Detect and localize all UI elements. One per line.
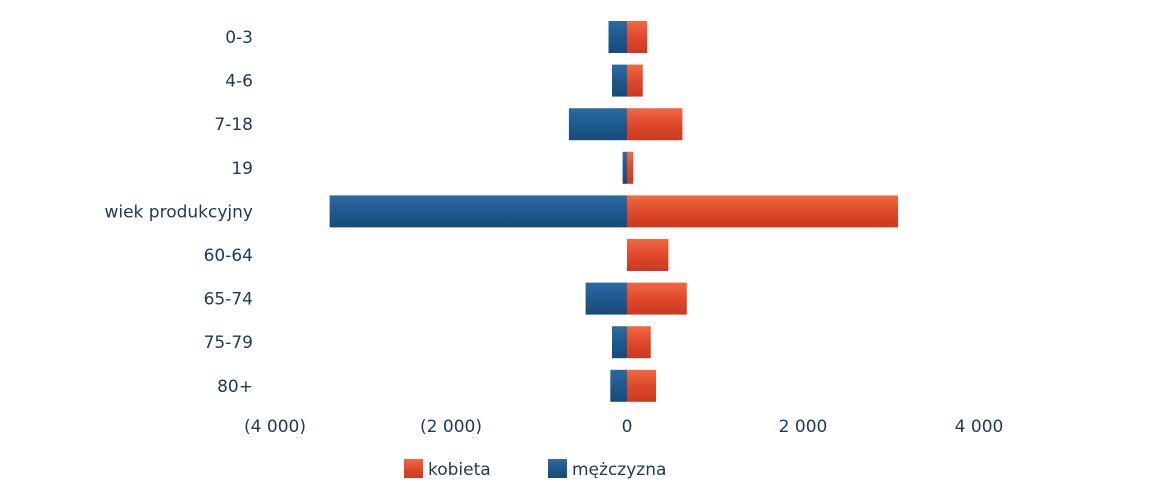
category-label: 65-74 bbox=[204, 290, 253, 310]
x-axis: (4 000) (2 000) 0 2 000 4 000 bbox=[244, 417, 1003, 437]
bar-mezczyzna-2 bbox=[568, 108, 627, 141]
category-label: 0-3 bbox=[225, 28, 253, 48]
bar-mezczyzna-4 bbox=[329, 195, 627, 228]
category-label: 75-79 bbox=[204, 333, 253, 353]
legend: kobieta mężczyzna bbox=[404, 459, 666, 480]
category-labels: 0-3 4-6 7-18 19 wiek produkcyjny 60-64 65-74 75… bbox=[104, 28, 253, 397]
bar-kobieta-6 bbox=[627, 282, 687, 315]
legend-label-mezczyzna: mężczyzna bbox=[572, 460, 666, 480]
x-tick-label: 4 000 bbox=[955, 417, 1004, 437]
bar-mezczyzna-1 bbox=[612, 64, 627, 97]
bar-mezczyzna-8 bbox=[610, 369, 627, 402]
bar-kobieta-0 bbox=[627, 21, 648, 53]
x-tick-label: 2 000 bbox=[779, 417, 828, 437]
bar-mezczyzna-0 bbox=[608, 21, 627, 53]
category-label: wiek produkcyjny bbox=[104, 202, 253, 222]
category-label: 4-6 bbox=[225, 72, 253, 92]
bar-kobieta-2 bbox=[627, 108, 683, 141]
legend-label-kobieta: kobieta bbox=[428, 460, 491, 480]
category-label: 60-64 bbox=[204, 246, 253, 266]
bar-kobieta-5 bbox=[627, 239, 669, 271]
bars-layer bbox=[329, 21, 898, 402]
x-tick-label: 0 bbox=[622, 417, 633, 437]
bar-kobieta-3 bbox=[627, 151, 634, 184]
category-label: 80+ bbox=[217, 377, 253, 397]
legend-swatch-mezczyzna bbox=[548, 459, 567, 478]
category-label: 19 bbox=[231, 159, 253, 179]
x-tick-label: (2 000) bbox=[420, 417, 482, 437]
bar-kobieta-1 bbox=[627, 64, 643, 97]
category-label: 7-18 bbox=[214, 115, 253, 135]
bar-mezczyzna-7 bbox=[612, 326, 627, 359]
bar-mezczyzna-3 bbox=[622, 151, 627, 184]
bar-kobieta-8 bbox=[627, 369, 656, 402]
bar-kobieta-4 bbox=[627, 195, 898, 228]
bar-kobieta-7 bbox=[627, 326, 651, 359]
x-tick-label: (4 000) bbox=[244, 417, 306, 437]
legend-swatch-kobieta bbox=[404, 459, 423, 478]
bar-mezczyzna-6 bbox=[585, 282, 627, 315]
